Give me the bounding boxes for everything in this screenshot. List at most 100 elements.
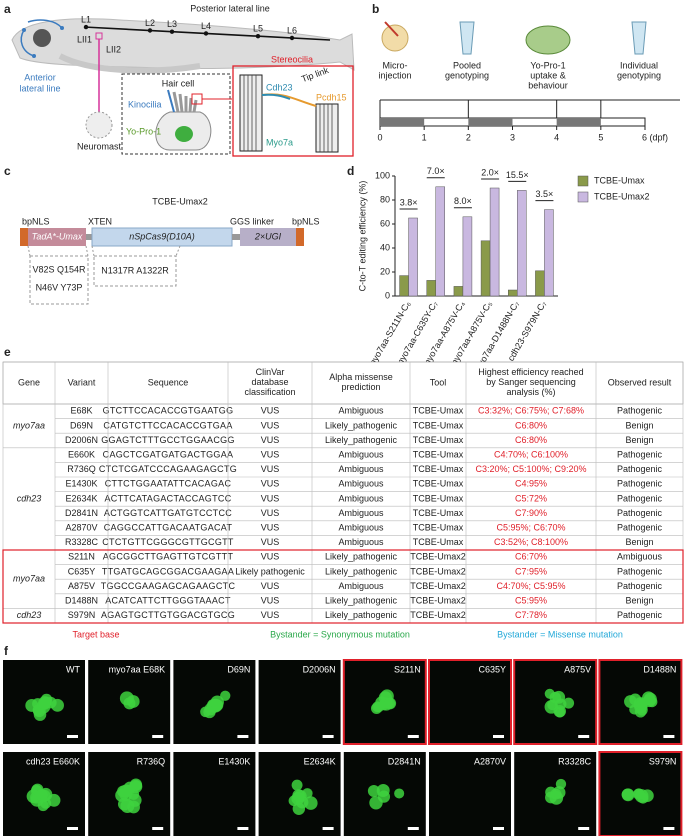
y-tick-label: 20 [380, 266, 390, 276]
panel-c: c TCBE-Umax2 bpNLS XTEN GGS linker bpNLS… [4, 164, 320, 305]
hair-cell-signal [637, 792, 649, 804]
micrograph [258, 660, 341, 744]
table-cell: GGAGTCTTTGCCTGGAACGG [101, 435, 235, 445]
domain-label: GGS linker [230, 216, 274, 226]
tick-label: 0 [377, 132, 382, 142]
legend-label: TCBE-Umax2 [594, 191, 650, 201]
table-cell: D2841N [65, 508, 98, 518]
step-label: uptake & [530, 70, 566, 80]
table-cell: CTCTGTTCGGGCGTTGCGTT [102, 537, 234, 547]
table-cell: C7:78% [515, 610, 547, 620]
scale-bar [322, 827, 334, 830]
table-cell: Benign [625, 595, 653, 605]
table-cell: VUS [261, 552, 280, 562]
callout [27, 245, 181, 257]
table-cell: VUS [261, 420, 280, 430]
table-cell: E68K [70, 406, 92, 416]
lateral-line-label: L1 [81, 14, 91, 24]
table-cell: TCBE-Umax2 [410, 581, 466, 591]
kinocilia-label: Kinocilia [128, 99, 162, 109]
table-cell: D69N [70, 420, 93, 430]
header-cell: Observed result [608, 377, 672, 387]
table-cell: CTCTCGATCCCAGAAGAGCTG [99, 464, 237, 474]
table-cell: E1430K [65, 479, 97, 489]
anterior-label: Anterior [24, 72, 56, 82]
panel-letter: a [4, 2, 11, 16]
mutation-box [93, 255, 177, 287]
tube-icon [459, 21, 475, 55]
table-cell: AGAGTGCTTGTGGACGTGCG [101, 610, 235, 620]
table-cell: D2006N [65, 435, 98, 445]
micrograph [428, 659, 512, 745]
gene-cell: myo7aa [13, 420, 45, 430]
scale-bar [237, 827, 249, 830]
image-label: cdh23 E660K [26, 756, 80, 766]
domain-label: XTEN [88, 216, 112, 226]
y-axis-label: C-to-T editing efficiency (%) [357, 181, 367, 292]
tube-icon [631, 21, 647, 55]
bar [508, 289, 518, 297]
image-label: A875V [564, 664, 591, 674]
gene-cell: cdh23 [17, 493, 42, 503]
table-cell: TCBE-Umax [413, 537, 464, 547]
step-label: Micro- [383, 60, 408, 70]
anterior-line [20, 19, 63, 57]
embryo-icon [381, 24, 409, 52]
scale-bar [67, 735, 78, 738]
scale-bar [322, 735, 334, 738]
hair-cell-signal [38, 698, 51, 710]
hair-cell-signal [51, 698, 64, 712]
fold-label: 7.0× [427, 166, 445, 176]
fold-label: 2.0× [481, 167, 499, 177]
bar [535, 270, 545, 297]
step-label: Individual [620, 60, 658, 70]
domain-name: TadA*-Umax [32, 231, 83, 241]
table-cell: Ambiguous [338, 464, 384, 474]
header-cell: Variant [68, 377, 96, 387]
lii-label: LII2 [106, 44, 121, 54]
actin [243, 75, 333, 152]
table-cell: Pathogenic [617, 449, 663, 459]
image-label: WT [66, 664, 80, 674]
table-cell: TCBE-Umax [413, 522, 464, 532]
fold-label: 3.5× [536, 189, 554, 199]
tick-label: 1 [422, 132, 427, 142]
header-cell: ClinVar database classification [244, 367, 295, 397]
table-cell: ACATCATTCTTGGGTAAACT [105, 595, 231, 605]
header-cell: Gene [18, 377, 40, 387]
table-cell: ACTTCATAGACTACCAGTCC [105, 493, 232, 503]
scale-bar [493, 827, 504, 830]
needle-icon [384, 21, 399, 37]
stereocilia-box [232, 65, 354, 157]
table-cell: C4:95% [515, 479, 547, 489]
table-cell: C4:70%; C5:95% [496, 581, 565, 591]
hair-cell-signal [552, 690, 566, 704]
table-cell: C7:95% [515, 566, 547, 576]
table-cell: TCBE-Umax2 [410, 566, 466, 576]
lateral-neuromast [83, 24, 89, 30]
scale-bar [407, 827, 419, 830]
mutation: V82S Q154R [32, 264, 86, 274]
image-label: D2841N [388, 756, 421, 766]
linker [86, 234, 92, 240]
hair-cell-signal [552, 786, 566, 799]
step-label: injection [378, 70, 411, 80]
table-cell: TCBE-Umax [413, 493, 464, 503]
domain-label: bpNLS [292, 216, 320, 226]
legend-text: Bystander = Missense mutation [497, 629, 623, 639]
lateral-line-label: L4 [201, 21, 211, 31]
y-tick-label: 0 [385, 290, 390, 300]
table-cell: D1488N [65, 595, 98, 605]
table-cell: C3:52%; C8:100% [494, 537, 568, 547]
hair-cell-signal [39, 787, 53, 801]
table-cell: VUS [261, 449, 280, 459]
table-cell: Likely_pathogenic [325, 566, 398, 576]
construct-title: TCBE-Umax2 [152, 196, 208, 206]
step-label: genotyping [617, 70, 661, 80]
table-cell: Ambiguous [338, 493, 384, 503]
mutation: N46V Y73P [36, 282, 83, 292]
table-cell: VUS [261, 508, 280, 518]
legend-swatch [577, 191, 589, 203]
table-cell: CATGTCTTCCACACCGTGAA [103, 420, 232, 430]
table-cell: CAGGCCATTGACAATGACAT [104, 522, 233, 532]
